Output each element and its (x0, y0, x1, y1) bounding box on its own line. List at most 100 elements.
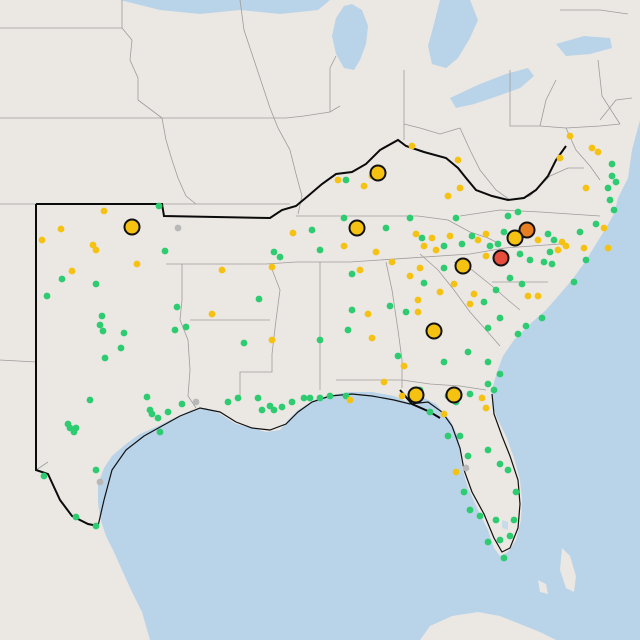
station-dot-green[interactable] (476, 512, 484, 520)
station-dot-yellow[interactable] (450, 280, 458, 288)
station-dot-green[interactable] (148, 410, 156, 418)
station-dot-green[interactable] (418, 234, 426, 242)
station-dot-green[interactable] (40, 472, 48, 480)
station-dot-green[interactable] (58, 275, 66, 283)
station-dot-yellow[interactable] (470, 290, 478, 298)
station-dot-gray[interactable] (192, 398, 200, 406)
station-dot-green[interactable] (254, 394, 262, 402)
station-dot-green[interactable] (143, 393, 151, 401)
station-dot-green[interactable] (458, 240, 466, 248)
station-dot-green[interactable] (316, 336, 324, 344)
station-dot-green[interactable] (494, 240, 502, 248)
station-dot-yellow[interactable] (92, 246, 100, 254)
station-dot-green[interactable] (492, 516, 500, 524)
station-dot-green[interactable] (514, 330, 522, 338)
station-dot-yellow[interactable] (100, 207, 108, 215)
alert-marker-orange[interactable] (518, 221, 536, 239)
station-dot-green[interactable] (92, 466, 100, 474)
alert-marker-yellow[interactable] (123, 218, 141, 236)
station-dot-green[interactable] (604, 184, 612, 192)
station-dot-green[interactable] (548, 260, 556, 268)
station-dot-green[interactable] (592, 220, 600, 228)
station-dot-yellow[interactable] (600, 224, 608, 232)
station-dot-green[interactable] (348, 270, 356, 278)
station-dot-green[interactable] (316, 394, 324, 402)
station-dot-green[interactable] (342, 176, 350, 184)
station-dot-yellow[interactable] (482, 404, 490, 412)
station-dot-green[interactable] (70, 428, 78, 436)
station-dot-green[interactable] (464, 348, 472, 356)
station-dot-green[interactable] (154, 414, 162, 422)
station-dot-green[interactable] (464, 452, 472, 460)
station-dot-green[interactable] (504, 212, 512, 220)
station-dot-green[interactable] (506, 274, 514, 282)
station-dot-green[interactable] (444, 432, 452, 440)
station-dot-green[interactable] (240, 339, 248, 347)
station-dot-green[interactable] (340, 214, 348, 222)
station-dot-green[interactable] (394, 352, 402, 360)
alert-marker-red[interactable] (492, 249, 510, 267)
station-dot-green[interactable] (496, 314, 504, 322)
station-dot-yellow[interactable] (452, 468, 460, 476)
station-dot-yellow[interactable] (414, 308, 422, 316)
station-dot-yellow[interactable] (456, 184, 464, 192)
station-dot-green[interactable] (182, 323, 190, 331)
station-dot-yellow[interactable] (346, 396, 354, 404)
station-dot-green[interactable] (540, 258, 548, 266)
station-dot-yellow[interactable] (412, 230, 420, 238)
station-dot-green[interactable] (43, 292, 51, 300)
station-dot-green[interactable] (490, 386, 498, 394)
station-dot-green[interactable] (466, 390, 474, 398)
station-dot-green[interactable] (514, 208, 522, 216)
station-dot-green[interactable] (164, 408, 172, 416)
station-dot-green[interactable] (452, 214, 460, 222)
station-dot-green[interactable] (348, 306, 356, 314)
alert-marker-yellow[interactable] (506, 229, 524, 247)
station-dot-yellow[interactable] (368, 334, 376, 342)
station-dot-green[interactable] (420, 279, 428, 287)
station-dot-green[interactable] (258, 406, 266, 414)
station-dot-yellow[interactable] (594, 148, 602, 156)
station-dot-green[interactable] (486, 242, 494, 250)
station-dot-green[interactable] (270, 248, 278, 256)
station-dot-yellow[interactable] (524, 292, 532, 300)
station-dot-yellow[interactable] (466, 300, 474, 308)
station-dot-green[interactable] (255, 295, 263, 303)
station-dot-green[interactable] (496, 460, 504, 468)
station-dot-green[interactable] (500, 228, 508, 236)
station-dot-green[interactable] (386, 302, 394, 310)
station-dot-yellow[interactable] (268, 336, 276, 344)
station-dot-yellow[interactable] (440, 410, 448, 418)
alert-marker-yellow[interactable] (425, 322, 443, 340)
station-dot-yellow[interactable] (414, 296, 422, 304)
station-dot-green[interactable] (300, 394, 308, 402)
station-dot-yellow[interactable] (420, 242, 428, 250)
station-dot-yellow[interactable] (289, 229, 297, 237)
station-dot-green[interactable] (526, 256, 534, 264)
station-dot-yellow[interactable] (133, 260, 141, 268)
station-dot-green[interactable] (92, 522, 100, 530)
station-dot-yellow[interactable] (604, 244, 612, 252)
station-dot-green[interactable] (288, 398, 296, 406)
station-dot-yellow[interactable] (556, 154, 564, 162)
station-dot-yellow[interactable] (554, 246, 562, 254)
station-dot-yellow[interactable] (364, 310, 372, 318)
station-dot-yellow[interactable] (482, 230, 490, 238)
station-dot-yellow[interactable] (534, 236, 542, 244)
station-dot-yellow[interactable] (482, 252, 490, 260)
station-dot-yellow[interactable] (588, 144, 596, 152)
station-dot-yellow[interactable] (566, 132, 574, 140)
station-dot-green[interactable] (92, 280, 100, 288)
station-dot-green[interactable] (120, 329, 128, 337)
station-dot-green[interactable] (440, 358, 448, 366)
station-dot-yellow[interactable] (408, 142, 416, 150)
station-dot-green[interactable] (440, 264, 448, 272)
station-dot-green[interactable] (101, 354, 109, 362)
station-dot-green[interactable] (484, 446, 492, 454)
station-dot-green[interactable] (440, 242, 448, 250)
station-dot-yellow[interactable] (580, 244, 588, 252)
station-dot-green[interactable] (544, 230, 552, 238)
station-dot-green[interactable] (326, 392, 334, 400)
station-dot-yellow[interactable] (360, 182, 368, 190)
